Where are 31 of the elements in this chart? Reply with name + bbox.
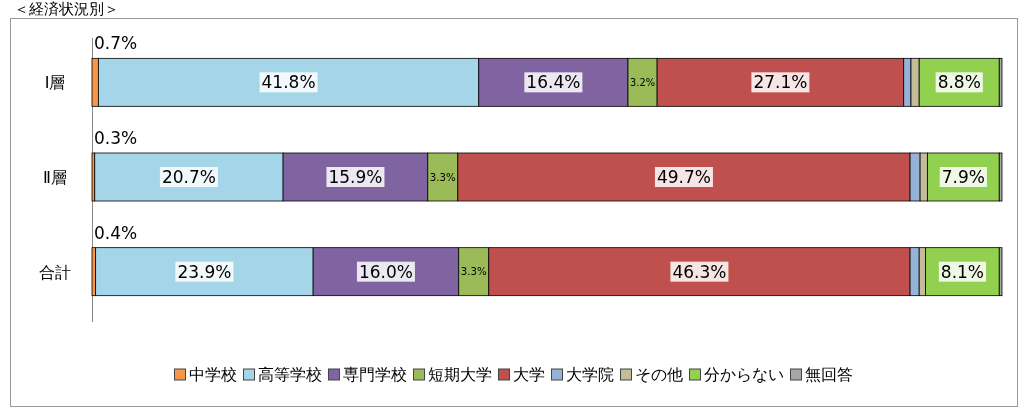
data-label: 27.1% xyxy=(753,72,808,93)
data-label: 16.4% xyxy=(526,72,581,93)
legend-label: その他 xyxy=(634,365,683,384)
y-tick-label: Ⅰ層 xyxy=(44,73,66,93)
data-label: 3.3% xyxy=(460,265,488,278)
legend-label: 大学 xyxy=(512,365,545,384)
data-label: 3.3% xyxy=(429,170,457,183)
legend-label: 中学校 xyxy=(188,365,237,384)
legend-label: 短期大学 xyxy=(427,365,492,384)
y-tick-label: Ⅱ層 xyxy=(43,168,67,187)
data-label: 0.7% xyxy=(94,33,138,54)
legend-label: 分からない xyxy=(703,365,784,384)
data-label: 0.4% xyxy=(94,222,138,243)
data-label: 8.8% xyxy=(937,72,981,93)
legend-label: 高等学校 xyxy=(257,365,322,384)
legend-label: 無回答 xyxy=(804,365,853,384)
data-label: 0.3% xyxy=(94,128,138,148)
data-label: 41.8% xyxy=(261,72,316,93)
data-label: 8.1% xyxy=(940,261,985,282)
chart-title: ＜経済状況別＞ xyxy=(14,0,119,18)
data-label: 15.9% xyxy=(328,167,383,187)
data-label: 3.2% xyxy=(630,76,656,88)
data-label: 16.0% xyxy=(358,261,413,282)
data-label: 46.3% xyxy=(672,261,727,282)
data-label: 20.7% xyxy=(161,167,216,187)
legend-label: 専門学校 xyxy=(342,365,407,384)
data-label: 23.9% xyxy=(177,261,232,282)
y-tick-label: 合計 xyxy=(39,262,71,282)
data-label: 7.9% xyxy=(941,167,985,187)
data-label: 49.7% xyxy=(656,167,711,187)
legend-label: 大学院 xyxy=(565,365,614,384)
